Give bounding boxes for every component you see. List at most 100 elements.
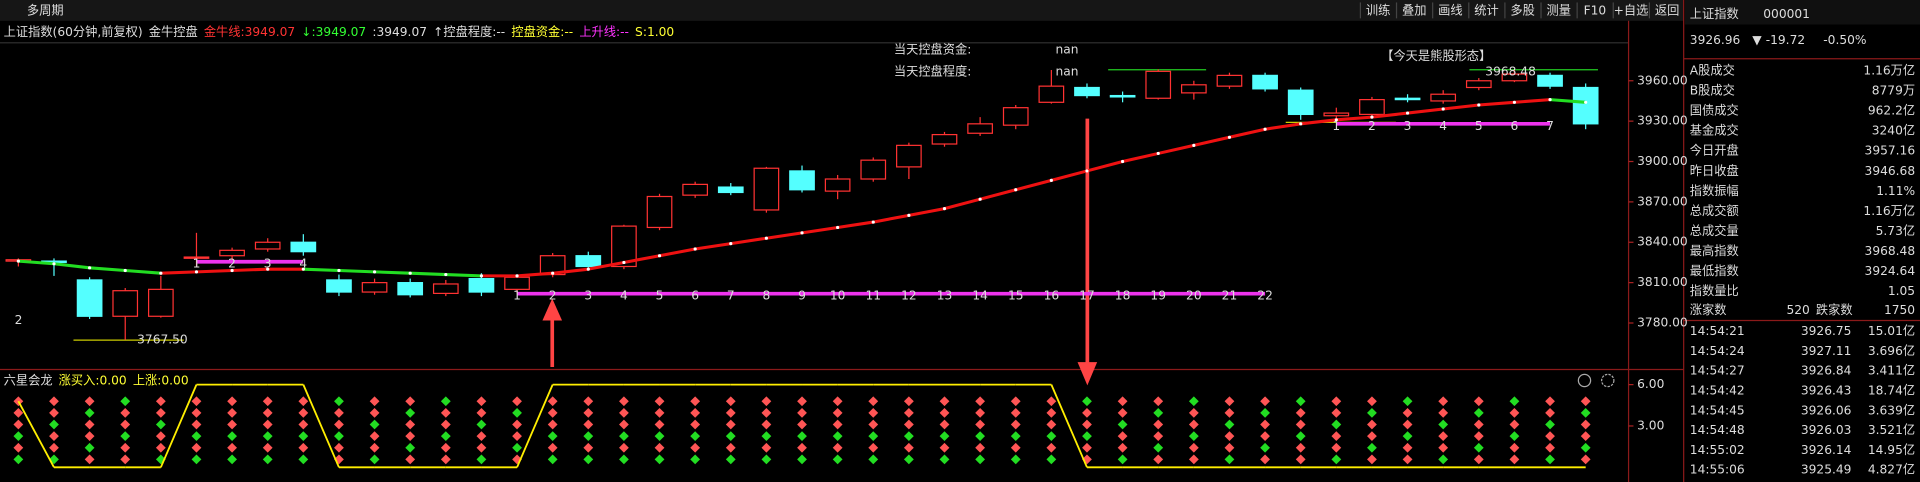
- count-label: 5: [656, 289, 664, 303]
- diamond: [797, 396, 807, 407]
- count-label: 22: [1257, 289, 1273, 303]
- ma-segment: [730, 236, 767, 246]
- count-label: 15: [1008, 289, 1024, 303]
- diamond: [1046, 419, 1057, 430]
- row-value: 3968.48: [1865, 244, 1916, 258]
- diamond: [1367, 442, 1377, 453]
- tick-price: 3927.11: [1801, 344, 1852, 358]
- toolbar-button[interactable]: 返回: [1655, 4, 1679, 18]
- diamond: [868, 407, 879, 418]
- ma-point: [123, 268, 127, 273]
- ma-segment: [232, 267, 268, 273]
- toolbar-button[interactable]: F10: [1584, 4, 1607, 18]
- toolbar-button[interactable]: 叠加: [1402, 4, 1426, 18]
- candle-body: [1572, 86, 1599, 125]
- diamond: [120, 442, 131, 453]
- ma-point: [693, 247, 697, 251]
- diamond: [369, 442, 380, 453]
- toolbar-button[interactable]: 多股: [1510, 4, 1534, 18]
- ma-point: [1548, 98, 1552, 102]
- toolbar-button[interactable]: 画线: [1438, 4, 1462, 18]
- ma-segment: [303, 267, 340, 273]
- ma-segment: [1229, 127, 1266, 139]
- diamond: [547, 407, 558, 418]
- diamond: [1331, 419, 1342, 430]
- diamond: [191, 419, 202, 430]
- diamond: [191, 454, 202, 465]
- diamond: [476, 454, 487, 465]
- diamond: [583, 454, 594, 465]
- ma-segment: [18, 259, 55, 266]
- row-value: 3946.68: [1865, 164, 1916, 178]
- diamond: [1509, 431, 1520, 442]
- toolbar-button[interactable]: 训练: [1366, 3, 1390, 18]
- ma-point: [88, 266, 92, 270]
- indicator-segment: [516, 384, 554, 468]
- diamond: [405, 407, 416, 418]
- toolbar-button[interactable]: 统计: [1474, 4, 1498, 18]
- index-code: 000001: [1763, 7, 1810, 21]
- diamond: [1046, 407, 1057, 418]
- count-label: 11: [865, 289, 881, 303]
- diamond: [1188, 454, 1199, 465]
- diamond: [1509, 442, 1520, 453]
- close-icon[interactable]: [1577, 373, 1592, 388]
- diamond: [975, 454, 986, 465]
- diamond: [654, 442, 665, 453]
- diamond: [654, 431, 665, 442]
- ma-point: [266, 267, 270, 271]
- diamond: [761, 442, 772, 453]
- header-item: ↓:3949.07: [301, 24, 366, 38]
- indicator-item: 上涨:0.00: [133, 372, 189, 387]
- diamond: [1188, 419, 1199, 430]
- row-value: 8779万: [1872, 84, 1915, 98]
- diamond: [1402, 419, 1413, 430]
- tick-time: 14:54:21: [1690, 324, 1745, 338]
- ma-point: [1584, 100, 1588, 104]
- header-item: :3949.07: [372, 24, 427, 38]
- ma-point: [1477, 103, 1481, 107]
- diamond: [1224, 431, 1235, 442]
- chart-header: 上证指数(60分钟,前复权) 金牛控盘 金牛线:3949.07 ↓:3949.07:3…: [4, 23, 675, 38]
- diamond: [1580, 454, 1591, 465]
- candle-body: [1501, 73, 1528, 82]
- diamond: [1010, 396, 1021, 407]
- candle-body: [682, 183, 709, 196]
- diamond: [1260, 419, 1270, 430]
- ma-segment: [623, 254, 660, 264]
- toolbar-button[interactable]: +自选: [1614, 4, 1649, 18]
- candle-body: [1252, 74, 1278, 90]
- diamond: [476, 419, 487, 430]
- diamond: [1473, 407, 1484, 418]
- diamond: [583, 442, 594, 453]
- diamond: [1580, 442, 1591, 453]
- tick-price: 3926.43: [1801, 383, 1852, 397]
- indicator-segment: [302, 384, 340, 468]
- diamond: [440, 431, 451, 442]
- ma-point: [408, 271, 412, 275]
- tick-volume: 4.827亿: [1868, 462, 1915, 477]
- toolbar-button[interactable]: 测量: [1547, 4, 1571, 18]
- ma-point: [764, 236, 768, 240]
- settings-icon[interactable]: [1601, 373, 1615, 388]
- diamond: [334, 431, 344, 442]
- ma-segment: [1193, 135, 1230, 147]
- candle-body: [183, 256, 210, 259]
- diamond: [1438, 407, 1449, 418]
- ma-point: [836, 225, 840, 230]
- row-label: 总成交额: [1690, 203, 1739, 218]
- period-button[interactable]: 多周期: [27, 4, 64, 18]
- diamond: [1402, 442, 1413, 453]
- count-label: 17: [1079, 289, 1095, 303]
- ma-point: [479, 274, 484, 278]
- candle-body: [1180, 84, 1207, 94]
- diamond: [903, 454, 914, 465]
- ma-point: [1014, 188, 1018, 192]
- diamond: [868, 442, 879, 453]
- capital-value: nan: [1056, 43, 1079, 57]
- ma-segment: [801, 225, 838, 235]
- candle-body: [112, 290, 139, 317]
- diamond: [155, 419, 166, 430]
- count-label: 6: [691, 289, 699, 303]
- diamond: [797, 442, 807, 453]
